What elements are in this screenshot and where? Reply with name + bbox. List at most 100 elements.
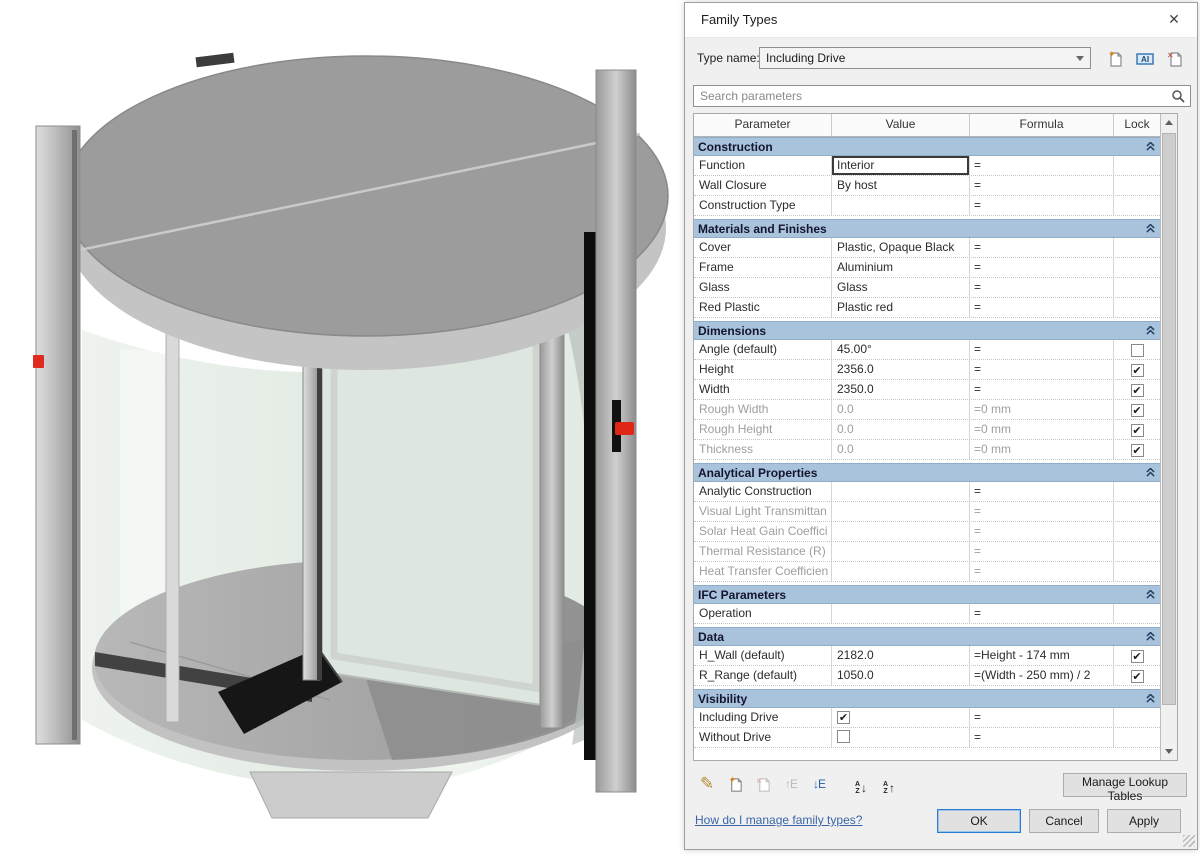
apply-button[interactable]: Apply xyxy=(1107,809,1181,833)
lock-cell[interactable]: ✔ xyxy=(1114,646,1160,665)
value-cell[interactable]: ✔ xyxy=(832,708,970,727)
value-cell[interactable]: 2350.0 xyxy=(832,380,970,399)
formula-cell[interactable]: =Height - 174 mm xyxy=(970,646,1114,665)
lock-checkbox[interactable] xyxy=(1130,344,1144,357)
collapse-icon[interactable] xyxy=(1146,326,1155,335)
section-header-materials-and-finishes[interactable]: Materials and Finishes xyxy=(694,219,1160,238)
formula-cell[interactable]: = xyxy=(970,238,1114,257)
delete-type-button[interactable]: ✕ xyxy=(1165,49,1187,69)
formula-cell[interactable]: = xyxy=(970,298,1114,317)
section-header-dimensions[interactable]: Dimensions xyxy=(694,321,1160,340)
formula-cell[interactable]: = xyxy=(970,156,1114,175)
type-name-dropdown[interactable]: Including Drive xyxy=(759,47,1091,69)
help-link[interactable]: How do I manage family types? xyxy=(695,813,863,827)
value-cell[interactable]: 0.0 xyxy=(832,420,970,439)
search-input[interactable]: Search parameters xyxy=(693,85,1191,107)
formula-cell[interactable]: = xyxy=(970,542,1114,561)
value-cell[interactable]: Glass xyxy=(832,278,970,297)
formula-cell[interactable]: = xyxy=(970,340,1114,359)
lock-checkbox[interactable]: ✔ xyxy=(1130,384,1144,397)
formula-cell[interactable]: = xyxy=(970,380,1114,399)
value-cell[interactable]: 45.00° xyxy=(832,340,970,359)
section-header-analytical-properties[interactable]: Analytical Properties xyxy=(694,463,1160,482)
formula-cell[interactable]: = xyxy=(970,522,1114,541)
formula-cell[interactable]: = xyxy=(970,278,1114,297)
formula-cell[interactable]: = xyxy=(970,604,1114,623)
scrollbar-thumb[interactable] xyxy=(1162,133,1176,705)
collapse-icon[interactable] xyxy=(1146,632,1155,641)
value-cell[interactable]: 0.0 xyxy=(832,440,970,459)
value-cell[interactable]: 2182.0 xyxy=(832,646,970,665)
section-header-construction[interactable]: Construction xyxy=(694,137,1160,156)
lock-cell[interactable]: ✔ xyxy=(1114,400,1160,419)
dialog-titlebar[interactable]: Family Types ✕ xyxy=(685,3,1197,38)
formula-cell[interactable]: =0 mm xyxy=(970,400,1114,419)
value-checkbox[interactable] xyxy=(837,730,850,743)
formula-cell[interactable]: = xyxy=(970,196,1114,215)
lock-cell[interactable]: ✔ xyxy=(1114,420,1160,439)
collapse-icon[interactable] xyxy=(1146,224,1155,233)
value-cell[interactable] xyxy=(832,542,970,561)
delete-parameter-button[interactable]: ✕ xyxy=(751,773,775,795)
new-parameter-button[interactable]: ✦ xyxy=(723,773,747,795)
formula-cell[interactable]: = xyxy=(970,482,1114,501)
move-parameter-up-button[interactable]: ↑E xyxy=(784,777,798,791)
formula-cell[interactable]: = xyxy=(970,176,1114,195)
collapse-icon[interactable] xyxy=(1146,468,1155,477)
rename-type-button[interactable]: A xyxy=(1135,49,1157,69)
value-cell[interactable]: Plastic red xyxy=(832,298,970,317)
lock-checkbox[interactable]: ✔ xyxy=(1130,670,1144,683)
lock-cell[interactable]: ✔ xyxy=(1114,666,1160,685)
collapse-icon[interactable] xyxy=(1146,142,1155,151)
value-cell[interactable] xyxy=(832,196,970,215)
formula-cell[interactable]: = xyxy=(970,502,1114,521)
value-cell[interactable] xyxy=(832,562,970,581)
close-icon[interactable]: ✕ xyxy=(1168,11,1180,27)
vertical-scrollbar[interactable] xyxy=(1160,114,1177,760)
value-cell[interactable]: 2356.0 xyxy=(832,360,970,379)
value-cell[interactable]: Plastic, Opaque Black xyxy=(832,238,970,257)
lock-checkbox[interactable]: ✔ xyxy=(1130,444,1144,457)
value-cell[interactable] xyxy=(832,482,970,501)
formula-cell[interactable]: = xyxy=(970,258,1114,277)
formula-cell[interactable]: = xyxy=(970,360,1114,379)
cancel-button[interactable]: Cancel xyxy=(1029,809,1099,833)
ok-button[interactable]: OK xyxy=(937,809,1021,833)
section-header-ifc-parameters[interactable]: IFC Parameters xyxy=(694,585,1160,604)
lock-cell[interactable]: ✔ xyxy=(1114,360,1160,379)
collapse-icon[interactable] xyxy=(1146,590,1155,599)
new-type-button[interactable]: ✦ xyxy=(1105,49,1127,69)
lock-checkbox[interactable]: ✔ xyxy=(1130,364,1144,377)
value-cell[interactable]: 1050.0 xyxy=(832,666,970,685)
formula-cell[interactable]: =0 mm xyxy=(970,440,1114,459)
value-cell[interactable]: Aluminium xyxy=(832,258,970,277)
formula-cell[interactable]: = xyxy=(970,708,1114,727)
move-parameter-down-button[interactable]: ↓E xyxy=(812,777,826,791)
value-cell[interactable] xyxy=(832,522,970,541)
lock-checkbox[interactable]: ✔ xyxy=(1130,650,1144,663)
edit-parameter-button[interactable]: ✎ xyxy=(695,773,719,795)
value-cell[interactable]: By host xyxy=(832,176,970,195)
lock-checkbox[interactable]: ✔ xyxy=(1130,424,1144,437)
section-header-data[interactable]: Data xyxy=(694,627,1160,646)
section-header-visibility[interactable]: Visibility xyxy=(694,689,1160,708)
lock-cell[interactable] xyxy=(1114,340,1160,359)
scroll-up-button[interactable] xyxy=(1161,114,1177,131)
formula-cell[interactable]: =0 mm xyxy=(970,420,1114,439)
value-cell[interactable] xyxy=(832,502,970,521)
formula-cell[interactable]: =(Width - 250 mm) / 2 xyxy=(970,666,1114,685)
value-cell[interactable]: Interior xyxy=(832,156,970,175)
lock-checkbox[interactable]: ✔ xyxy=(1130,404,1144,417)
formula-cell[interactable]: = xyxy=(970,562,1114,581)
lock-cell[interactable]: ✔ xyxy=(1114,440,1160,459)
lock-cell[interactable]: ✔ xyxy=(1114,380,1160,399)
scroll-down-button[interactable] xyxy=(1161,743,1177,760)
value-cell[interactable] xyxy=(832,728,970,747)
collapse-icon[interactable] xyxy=(1146,694,1155,703)
formula-cell[interactable]: = xyxy=(970,728,1114,747)
value-checkbox[interactable]: ✔ xyxy=(837,711,850,724)
manage-lookup-tables-button[interactable]: Manage Lookup Tables xyxy=(1063,773,1187,803)
value-cell[interactable]: 0.0 xyxy=(832,400,970,419)
resize-grip[interactable] xyxy=(1183,835,1195,847)
